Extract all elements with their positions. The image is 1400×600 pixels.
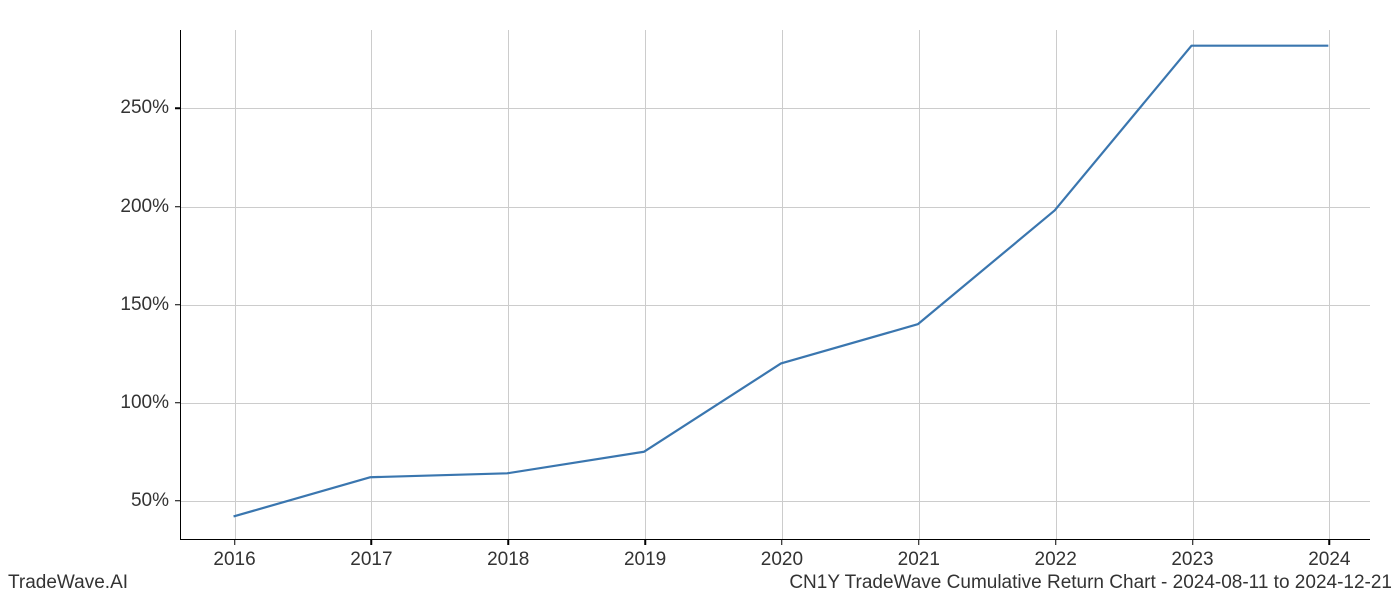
- x-tick-label: 2016: [213, 549, 255, 571]
- footer-caption: CN1Y TradeWave Cumulative Return Chart -…: [789, 572, 1392, 594]
- x-tick-label: 2021: [898, 549, 940, 571]
- line-chart-svg: [180, 30, 1370, 540]
- line-series: [234, 46, 1329, 517]
- y-tick-label: 100%: [120, 392, 169, 414]
- x-tick-label: 2024: [1308, 549, 1350, 571]
- y-tick-label: 50%: [131, 490, 169, 512]
- x-tick-label: 2018: [487, 549, 529, 571]
- y-tick-label: 200%: [120, 196, 169, 218]
- x-tick-label: 2019: [624, 549, 666, 571]
- x-tick-label: 2020: [761, 549, 803, 571]
- x-tick-label: 2017: [350, 549, 392, 571]
- x-tick-label: 2022: [1035, 549, 1077, 571]
- x-tick-label: 2023: [1171, 549, 1213, 571]
- y-tick-label: 150%: [120, 294, 169, 316]
- y-tick-label: 250%: [120, 97, 169, 119]
- chart-container: 50%100%150%200%250%201620172018201920202…: [180, 30, 1370, 540]
- footer-brand: TradeWave.AI: [8, 572, 128, 594]
